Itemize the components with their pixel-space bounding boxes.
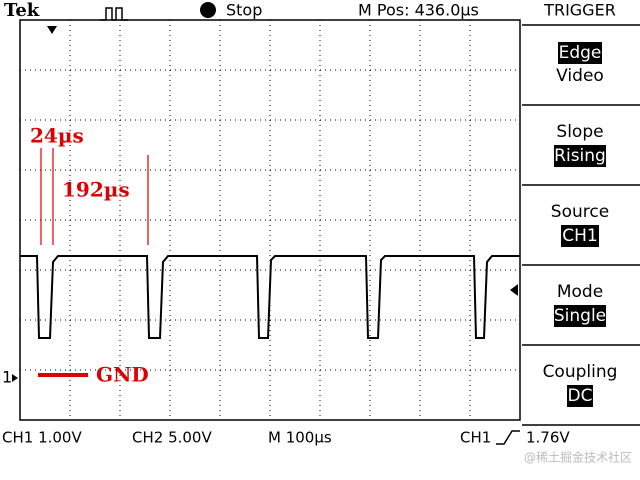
- menu-label[interactable]: Slope: [556, 122, 603, 142]
- highlight: [558, 42, 602, 64]
- channel-marker: 1: [2, 368, 12, 387]
- position: M Pos: 436.0µs: [358, 1, 479, 20]
- status: Stop: [226, 1, 262, 20]
- menu-label[interactable]: Mode: [557, 282, 603, 302]
- annotation: 24µs: [30, 124, 84, 148]
- trigger-level-marker: [510, 284, 518, 296]
- channel-arrow: [12, 374, 18, 382]
- menu-option[interactable]: Video: [556, 66, 604, 86]
- annotation: GND: [96, 363, 149, 387]
- status-dot: [200, 2, 216, 18]
- menu-value[interactable]: Single: [554, 306, 606, 326]
- trigger-source: CH1: [460, 429, 491, 447]
- ch1-scale: CH1 1.00V: [2, 429, 82, 447]
- highlight: [554, 305, 606, 327]
- time-scale: M 100µs: [268, 429, 332, 447]
- menu-label[interactable]: Coupling: [543, 362, 618, 382]
- menu-value[interactable]: Rising: [554, 146, 606, 166]
- ch2-scale: CH2 5.00V: [132, 429, 212, 447]
- annotation-lines: [40, 148, 149, 245]
- menu-frame: [522, 24, 640, 426]
- menu-value[interactable]: CH1: [562, 226, 597, 246]
- menu-value[interactable]: DC: [568, 386, 593, 406]
- highlight: [561, 225, 599, 247]
- slope-icon: [496, 430, 520, 445]
- trigger-level: 1.76V: [526, 429, 570, 447]
- acq-icon: [100, 7, 128, 21]
- trigger-pos-marker: [47, 26, 57, 34]
- menu-title: TRIGGER: [543, 1, 616, 20]
- highlight: [554, 145, 606, 167]
- waveform: [20, 255, 520, 339]
- graticule: [19, 19, 521, 421]
- brand: Tek: [4, 0, 40, 21]
- annotation: 192µs: [62, 178, 130, 202]
- menu-option[interactable]: Edge: [559, 43, 602, 63]
- watermark: @稀土掘金技术社区: [524, 450, 632, 465]
- highlight: [567, 385, 593, 407]
- menu-label[interactable]: Source: [551, 202, 609, 222]
